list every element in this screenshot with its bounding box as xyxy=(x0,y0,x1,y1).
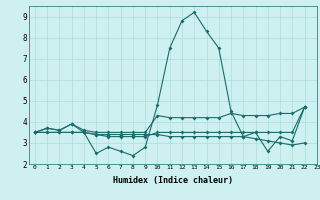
X-axis label: Humidex (Indice chaleur): Humidex (Indice chaleur) xyxy=(113,176,233,185)
